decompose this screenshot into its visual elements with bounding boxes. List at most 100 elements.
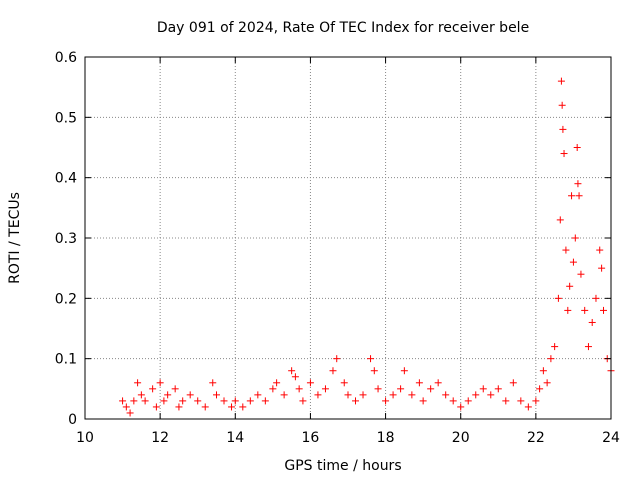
data-point bbox=[532, 397, 540, 405]
x-tick-label: 16 bbox=[302, 430, 320, 446]
data-point bbox=[419, 397, 427, 405]
data-point bbox=[457, 403, 465, 411]
data-point bbox=[295, 385, 303, 393]
data-point bbox=[434, 379, 442, 387]
data-point bbox=[598, 264, 606, 272]
data-point bbox=[494, 385, 502, 393]
data-point bbox=[149, 385, 157, 393]
y-tick-label: 0 bbox=[68, 412, 77, 428]
data-point bbox=[397, 385, 405, 393]
x-tick-label: 20 bbox=[452, 430, 470, 446]
chart-title: Day 091 of 2024, Rate Of TEC Index for r… bbox=[157, 20, 529, 36]
x-tick-label: 14 bbox=[226, 430, 244, 446]
data-point bbox=[314, 391, 322, 399]
data-point bbox=[558, 101, 566, 109]
x-tick-label: 10 bbox=[76, 430, 94, 446]
data-point bbox=[427, 385, 435, 393]
data-point bbox=[571, 234, 579, 242]
data-point bbox=[119, 397, 127, 405]
data-point bbox=[130, 397, 138, 405]
data-point bbox=[209, 379, 217, 387]
data-point bbox=[213, 391, 220, 399]
y-tick-label: 0.6 bbox=[55, 50, 77, 66]
x-tick-label: 24 bbox=[602, 430, 620, 446]
data-point bbox=[201, 403, 209, 411]
y-tick-label: 0.5 bbox=[55, 110, 77, 126]
grid bbox=[85, 57, 611, 419]
data-point bbox=[564, 306, 572, 314]
data-point bbox=[599, 306, 607, 314]
data-point bbox=[584, 343, 592, 351]
y-axis-label: ROTI / TECUs bbox=[7, 192, 23, 284]
data-point bbox=[464, 397, 472, 405]
data-point bbox=[577, 270, 585, 278]
data-point bbox=[228, 403, 236, 411]
data-point bbox=[194, 397, 202, 405]
data-point bbox=[370, 367, 378, 375]
data-point bbox=[239, 403, 247, 411]
data-point bbox=[269, 385, 277, 393]
data-point bbox=[408, 391, 416, 399]
data-point bbox=[344, 391, 352, 399]
data-point bbox=[359, 391, 367, 399]
data-point bbox=[524, 403, 532, 411]
data-point bbox=[556, 216, 564, 224]
data-point bbox=[261, 397, 269, 405]
data-point bbox=[246, 397, 254, 405]
x-tick-label: 22 bbox=[527, 430, 545, 446]
data-point bbox=[569, 258, 577, 266]
data-point bbox=[231, 397, 239, 405]
data-point bbox=[321, 385, 329, 393]
data-point bbox=[547, 355, 555, 363]
data-point bbox=[581, 306, 589, 314]
data-point bbox=[306, 379, 314, 387]
y-tick-label: 0.3 bbox=[55, 231, 77, 247]
data-point bbox=[179, 397, 187, 405]
y-tick-label: 0.4 bbox=[55, 171, 77, 187]
data-point bbox=[562, 246, 570, 254]
data-point bbox=[389, 391, 397, 399]
x-tick-label: 18 bbox=[377, 430, 395, 446]
data-point bbox=[472, 391, 480, 399]
data-point bbox=[186, 391, 194, 399]
x-axis-label: GPS time / hours bbox=[284, 458, 401, 474]
y-axis-ticks: 0 0.1 0.2 0.3 0.4 0.5 0.6 bbox=[55, 50, 611, 428]
data-point bbox=[288, 367, 296, 375]
data-point bbox=[134, 379, 142, 387]
data-point bbox=[415, 379, 423, 387]
data-point bbox=[588, 318, 596, 326]
x-tick-label: 12 bbox=[151, 430, 169, 446]
y-tick-label: 0.2 bbox=[55, 291, 77, 307]
data-point bbox=[559, 125, 567, 133]
data-point bbox=[574, 180, 582, 188]
data-point bbox=[539, 367, 547, 375]
data-point bbox=[175, 403, 183, 411]
data-point bbox=[340, 379, 348, 387]
data-point bbox=[509, 379, 517, 387]
data-point bbox=[291, 373, 299, 381]
data-point bbox=[536, 385, 544, 393]
data-point bbox=[487, 391, 495, 399]
data-point bbox=[557, 77, 565, 85]
data-point bbox=[333, 355, 341, 363]
y-tick-label: 0.1 bbox=[55, 352, 77, 368]
data-point bbox=[352, 397, 360, 405]
data-point bbox=[141, 397, 149, 405]
data-point bbox=[568, 192, 576, 200]
data-point bbox=[122, 403, 130, 411]
data-point bbox=[374, 385, 382, 393]
data-point bbox=[280, 391, 288, 399]
plot-points bbox=[119, 77, 615, 417]
data-point bbox=[592, 294, 600, 302]
x-axis-ticks: 10 12 14 16 18 20 22 24 bbox=[76, 57, 620, 446]
data-point bbox=[502, 397, 510, 405]
data-point bbox=[137, 391, 145, 399]
data-point bbox=[273, 379, 281, 387]
data-point bbox=[367, 355, 375, 363]
data-point bbox=[126, 409, 134, 417]
data-point bbox=[382, 397, 390, 405]
data-point bbox=[551, 343, 559, 351]
data-point bbox=[220, 397, 228, 405]
data-point bbox=[543, 379, 551, 387]
